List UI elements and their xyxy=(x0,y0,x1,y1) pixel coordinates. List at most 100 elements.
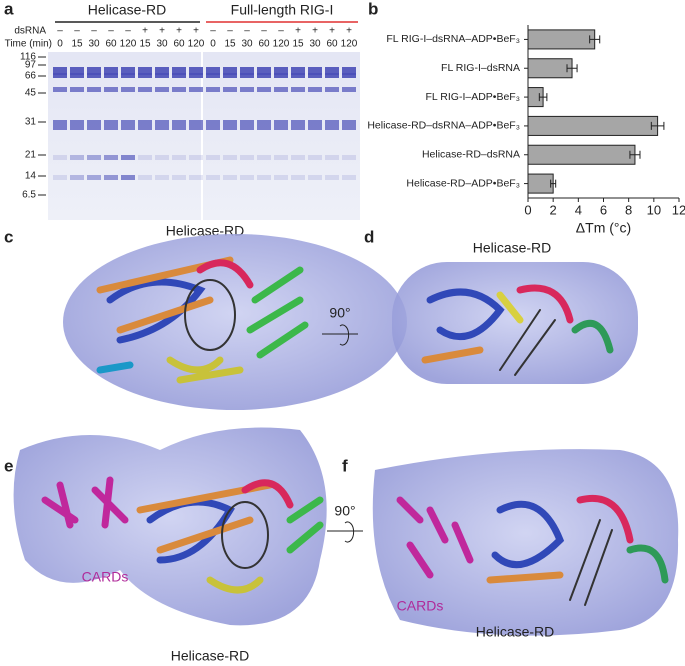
rotation-label: 90° xyxy=(329,305,350,321)
gel-band xyxy=(308,87,322,92)
gel-band xyxy=(87,175,101,180)
marker-label: 21 xyxy=(25,150,37,161)
gel-band xyxy=(342,67,356,75)
error-bar xyxy=(629,150,641,159)
gel-band xyxy=(257,125,271,130)
panel-title: Helicase-RD xyxy=(473,240,552,256)
gel-band xyxy=(121,87,135,92)
gel-band xyxy=(206,155,220,160)
gel-band xyxy=(104,125,118,130)
group-title: Full-length RIG-I xyxy=(231,2,334,18)
category-label: Helicase-RD–dsRNA–ADP•BeF₃ xyxy=(367,120,520,132)
category-label: Helicase-RD–dsRNA xyxy=(422,149,520,161)
gel-band xyxy=(240,175,254,180)
gel-band xyxy=(189,125,203,130)
envelope xyxy=(372,449,679,636)
gel-band xyxy=(189,73,203,78)
gel-band xyxy=(87,155,101,160)
panel-label: f xyxy=(342,456,348,475)
gel-band xyxy=(53,155,67,160)
dsrna-sign: – xyxy=(227,26,233,37)
gel-band xyxy=(172,67,186,75)
dsrna-sign: + xyxy=(312,26,318,37)
error-bar xyxy=(550,179,557,188)
time-label: 0 xyxy=(210,39,216,50)
gel-band xyxy=(155,120,169,125)
time-label: 120 xyxy=(120,39,137,50)
structure xyxy=(396,494,669,606)
category-label: FL RIG-I–ADP•BeF₃ xyxy=(426,91,521,103)
gel xyxy=(48,52,360,220)
time-label: 0 xyxy=(57,39,63,50)
gel-band xyxy=(291,87,305,92)
x-tick-label: 4 xyxy=(575,202,582,217)
gel-band xyxy=(53,73,67,78)
gel-band xyxy=(104,120,118,125)
gel-band xyxy=(172,120,186,125)
gel-band xyxy=(189,120,203,125)
gel-band xyxy=(223,67,237,75)
gel-band xyxy=(138,155,152,160)
gel-band xyxy=(70,67,84,75)
x-tick-label: 12 xyxy=(672,202,685,217)
panel-label: d xyxy=(364,227,374,246)
dsrna-sign: – xyxy=(57,26,63,37)
rotation-label: 90° xyxy=(334,503,355,519)
gel-band xyxy=(189,67,203,75)
panel-label: e xyxy=(4,456,13,475)
x-tick-label: 10 xyxy=(647,202,661,217)
category-label: Helicase-RD–ADP•BeF₃ xyxy=(406,177,520,189)
gel-band xyxy=(104,87,118,92)
gel-band xyxy=(342,73,356,78)
gel-band xyxy=(121,67,135,75)
structure xyxy=(421,284,614,376)
bar xyxy=(527,115,659,136)
marker-label: 6.5 xyxy=(22,190,36,201)
row-label: dsRNA xyxy=(14,26,46,37)
gel-band xyxy=(87,73,101,78)
gel-band xyxy=(121,120,135,125)
gel-band xyxy=(325,125,339,130)
gel-band xyxy=(70,120,84,125)
gel-band xyxy=(325,73,339,78)
dsrna-sign: – xyxy=(74,26,80,37)
dsrna-sign: + xyxy=(176,26,182,37)
gel-band xyxy=(274,87,288,92)
panel-title: Helicase-RD xyxy=(171,648,250,664)
gel-band xyxy=(308,120,322,125)
time-label: 15 xyxy=(224,39,236,50)
gel-band xyxy=(291,175,305,180)
gel-band xyxy=(172,155,186,160)
bar xyxy=(527,29,596,50)
dsrna-sign: – xyxy=(108,26,114,37)
gel-band xyxy=(87,125,101,130)
gel-band xyxy=(70,87,84,92)
gel-lanes: –0–15–30–60–120+15+30+60+120–0–15–30–60–… xyxy=(20,26,358,201)
gel-band xyxy=(138,125,152,130)
dsrna-sign: + xyxy=(193,26,199,37)
error-bar xyxy=(538,93,548,102)
gel-band xyxy=(104,155,118,160)
gel-band xyxy=(257,87,271,92)
x-axis-label: ΔTm (°c) xyxy=(576,220,631,236)
time-label: 60 xyxy=(258,39,270,50)
time-label: 30 xyxy=(309,39,321,50)
time-label: 120 xyxy=(188,39,205,50)
gel-band xyxy=(155,87,169,92)
gel-band xyxy=(274,120,288,125)
gel-band xyxy=(342,120,356,125)
gel-band xyxy=(257,73,271,78)
gel-band xyxy=(223,125,237,130)
time-label: 15 xyxy=(139,39,151,50)
category-label: FL RIG-I–dsRNA–ADP•BeF₃ xyxy=(386,33,520,45)
group-title: Helicase-RD xyxy=(88,2,167,18)
error-bar xyxy=(650,121,665,130)
gel-band xyxy=(206,87,220,92)
structure xyxy=(96,256,309,384)
gel-band xyxy=(240,125,254,130)
time-label: 60 xyxy=(105,39,117,50)
bar-chart: 0 2 4 6 8 10 12 ΔTm (°c) FL RIG-I–dsRNA–ADP•BeF₃… xyxy=(367,25,685,236)
gel-band xyxy=(70,73,84,78)
row-label: Time (min) xyxy=(5,39,52,50)
